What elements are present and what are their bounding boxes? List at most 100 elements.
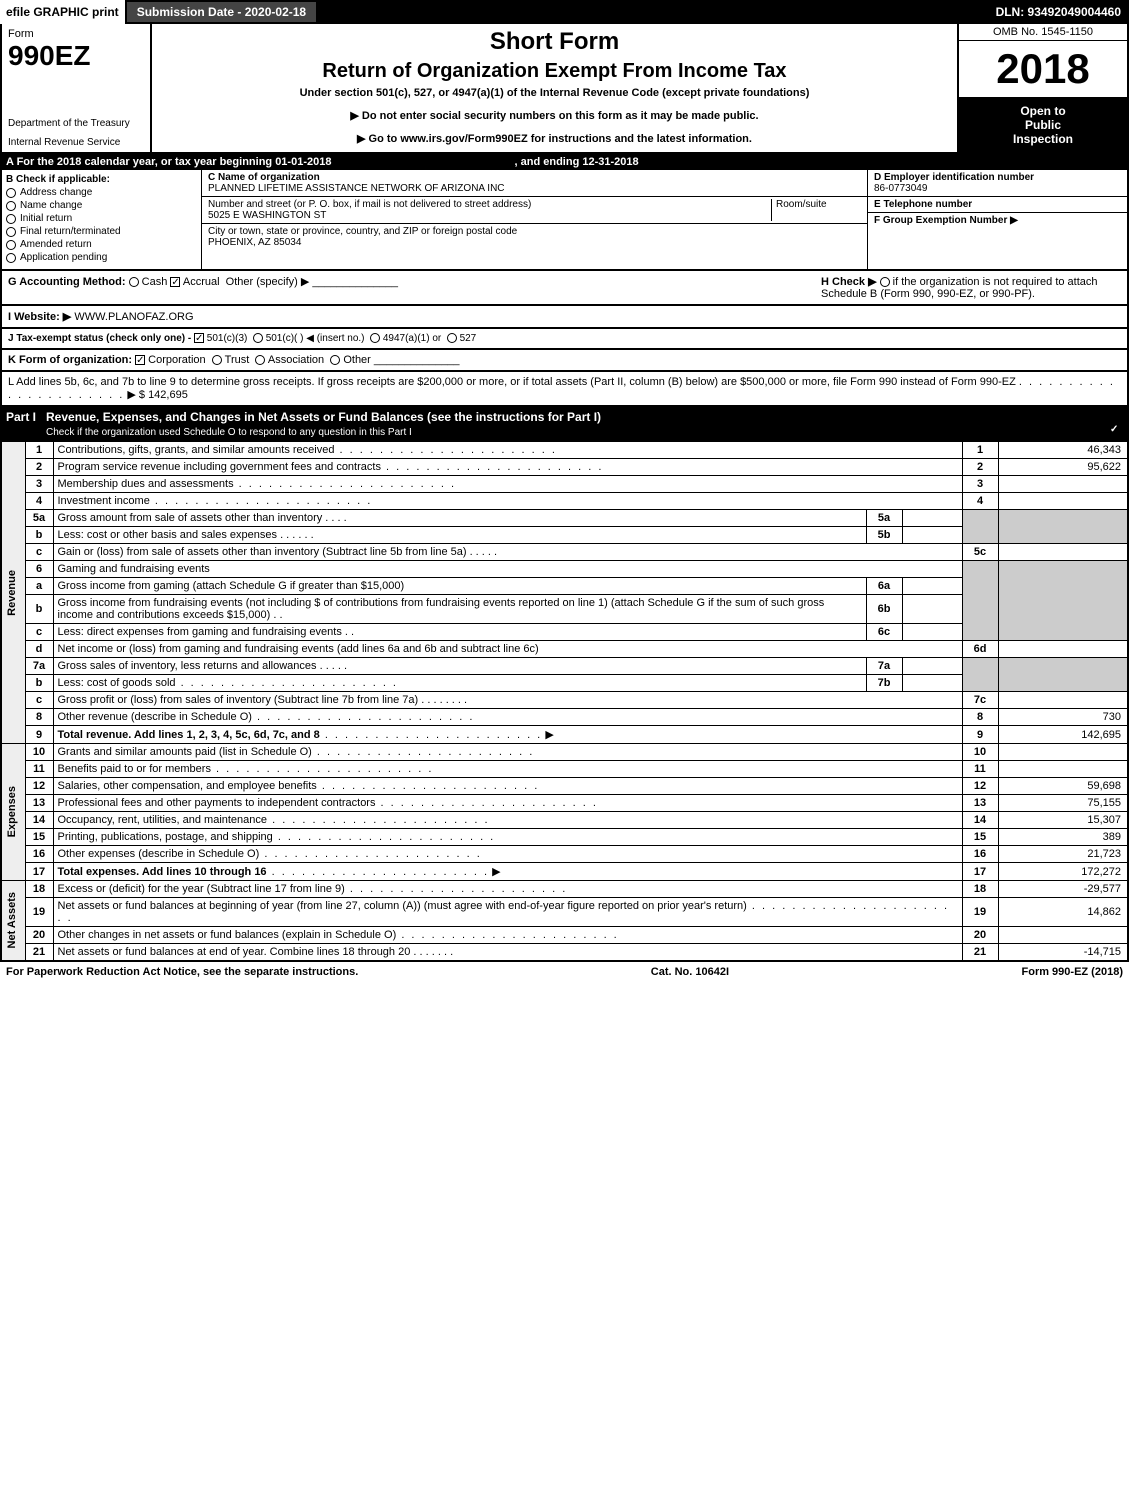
part1-subtitle: Check if the organization used Schedule …: [46, 427, 412, 438]
dln-label: DLN: 93492049004460: [988, 0, 1129, 24]
radio-trust[interactable]: [212, 355, 222, 365]
line-2: 2 Program service revenue including gove…: [1, 459, 1128, 476]
header-right: OMB No. 1545-1150 2018 Open to Public In…: [957, 24, 1127, 152]
l-arrow: ▶ $: [127, 389, 145, 401]
line-6b: b Gross income from fundraising events (…: [1, 595, 1128, 624]
check-corporation[interactable]: [135, 355, 145, 365]
part1-title: Revenue, Expenses, and Changes in Net As…: [46, 410, 601, 424]
revenue-sidebar: Revenue: [1, 442, 25, 744]
line-15-amount: 389: [998, 829, 1128, 846]
line-14-desc: Occupancy, rent, utilities, and maintena…: [58, 814, 268, 826]
form-number: 990EZ: [8, 40, 144, 72]
line-12-amount: 59,698: [998, 778, 1128, 795]
section-c: C Name of organization PLANNED LIFETIME …: [202, 170, 867, 269]
radio-association[interactable]: [255, 355, 265, 365]
line-3-amount: [998, 476, 1128, 493]
omb-number: OMB No. 1545-1150: [959, 24, 1127, 41]
section-e: E Telephone number: [868, 197, 1127, 213]
department-line1: Department of the Treasury: [8, 118, 144, 129]
radio-cash[interactable]: [129, 277, 139, 287]
line-10: Expenses 10 Grants and similar amounts p…: [1, 744, 1128, 761]
accounting-method-label: G Accounting Method:: [8, 276, 126, 288]
main-title: Return of Organization Exempt From Incom…: [160, 60, 949, 83]
check-final-return[interactable]: Final return/terminated: [6, 226, 197, 237]
radio-4947[interactable]: [370, 333, 380, 343]
line-21-desc: Net assets or fund balances at end of ye…: [58, 946, 411, 958]
line-18-desc: Excess or (deficit) for the year (Subtra…: [58, 883, 345, 895]
line-1-amount: 46,343: [998, 442, 1128, 459]
spacer: [318, 0, 987, 24]
section-l: L Add lines 5b, 6c, and 7b to line 9 to …: [0, 372, 1129, 407]
check-501c3[interactable]: [194, 333, 204, 343]
line-10-desc: Grants and similar amounts paid (list in…: [58, 746, 312, 758]
org-name-row: C Name of organization PLANNED LIFETIME …: [202, 170, 867, 197]
line-5c-desc: Gain or (loss) from sale of assets other…: [58, 546, 467, 558]
page-footer: For Paperwork Reduction Act Notice, see …: [0, 962, 1129, 982]
opt-other-org: Other: [343, 354, 371, 366]
form-header: Form 990EZ Department of the Treasury In…: [0, 24, 1129, 154]
line-6b-sub: [902, 595, 962, 624]
inspection-line3: Inspection: [963, 132, 1123, 146]
footer-right: Form 990-EZ (2018): [1022, 966, 1123, 978]
radio-h[interactable]: [880, 277, 890, 287]
radio-527[interactable]: [447, 333, 457, 343]
line-5a-sub: [902, 510, 962, 527]
line-7b: b Less: cost of goods sold 7b: [1, 675, 1128, 692]
radio-501c[interactable]: [253, 333, 263, 343]
line-6d-amount: [998, 641, 1128, 658]
section-def: D Employer identification number 86-0773…: [867, 170, 1127, 269]
line-13-amount: 75,155: [998, 795, 1128, 812]
line-6-desc: Gaming and fundraising events: [58, 563, 210, 575]
check-initial-return[interactable]: Initial return: [6, 213, 197, 224]
part1-check[interactable]: [1109, 424, 1119, 434]
opt-501c3: 501(c)(3): [207, 333, 248, 344]
radio-other-org[interactable]: [330, 355, 340, 365]
line-16: 16 Other expenses (describe in Schedule …: [1, 846, 1128, 863]
section-b-label: B Check if applicable:: [6, 174, 197, 185]
website-label: I Website: ▶: [8, 311, 71, 323]
check-amended[interactable]: Amended return: [6, 239, 197, 250]
line-15: 15 Printing, publications, postage, and …: [1, 829, 1128, 846]
ein-value: 86-0773049: [874, 183, 1121, 194]
line-9-arrow: ▶: [545, 729, 553, 741]
period-row: A For the 2018 calendar year, or tax yea…: [0, 154, 1129, 170]
line-19-desc: Net assets or fund balances at beginning…: [58, 900, 747, 912]
check-application-pending[interactable]: Application pending: [6, 252, 197, 263]
line-6a-desc: Gross income from gaming (attach Schedul…: [58, 580, 405, 592]
line-20: 20 Other changes in net assets or fund b…: [1, 927, 1128, 944]
inspection-line2: Public: [963, 118, 1123, 132]
line-14: 14 Occupancy, rent, utilities, and maint…: [1, 812, 1128, 829]
check-accrual[interactable]: [170, 277, 180, 287]
period-begin: A For the 2018 calendar year, or tax yea…: [6, 156, 331, 168]
line-7c-amount: [998, 692, 1128, 709]
l-text: L Add lines 5b, 6c, and 7b to line 9 to …: [8, 376, 1016, 388]
line-11-amount: [998, 761, 1128, 778]
line-7b-sub: [902, 675, 962, 692]
accrual-label: Accrual: [183, 276, 220, 288]
city-label: City or town, state or province, country…: [208, 226, 861, 237]
group-exemption-label: F Group Exemption Number ▶: [874, 215, 1121, 226]
room-suite: Room/suite: [771, 199, 861, 221]
check-address-change[interactable]: Address change: [6, 187, 197, 198]
opt-association: Association: [268, 354, 324, 366]
opt-4947: 4947(a)(1) or: [383, 333, 441, 344]
department-line2: Internal Revenue Service: [8, 137, 144, 148]
line-5c: c Gain or (loss) from sale of assets oth…: [1, 544, 1128, 561]
line-11: 11 Benefits paid to or for members 11: [1, 761, 1128, 778]
line-12: 12 Salaries, other compensation, and emp…: [1, 778, 1128, 795]
header-left: Form 990EZ Department of the Treasury In…: [2, 24, 152, 152]
line-6a: a Gross income from gaming (attach Sched…: [1, 578, 1128, 595]
line-7b-desc: Less: cost of goods sold: [58, 677, 176, 689]
efile-label: efile GRAPHIC print: [0, 0, 125, 24]
line-5b-sub: [902, 527, 962, 544]
info-block: B Check if applicable: Address change Na…: [0, 170, 1129, 271]
line-1-desc: Contributions, gifts, grants, and simila…: [58, 444, 335, 456]
line-7c-desc: Gross profit or (loss) from sales of inv…: [58, 694, 419, 706]
tax-exempt-label: J Tax-exempt status (check only one) -: [8, 333, 191, 344]
line-6c-desc: Less: direct expenses from gaming and fu…: [58, 626, 342, 638]
form-org-label: K Form of organization:: [8, 354, 132, 366]
line-18-amount: -29,577: [998, 881, 1128, 898]
check-name-change[interactable]: Name change: [6, 200, 197, 211]
h-label: H Check ▶: [821, 276, 877, 288]
cash-label: Cash: [142, 276, 168, 288]
